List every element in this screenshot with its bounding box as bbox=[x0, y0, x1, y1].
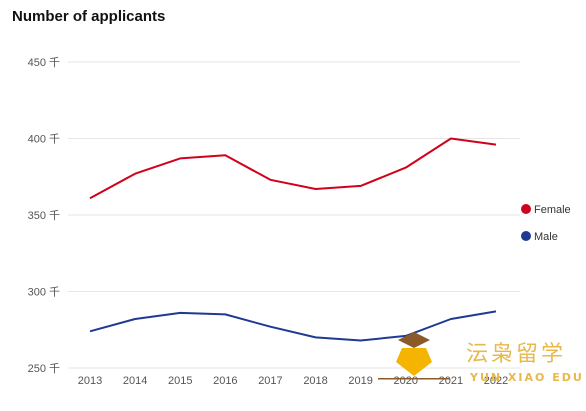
x-tick-label: 2017 bbox=[258, 375, 282, 387]
legend-label-male: Male bbox=[534, 231, 558, 243]
y-axis-ticks: 250 千 300 千 350 千 400 千 450 千 bbox=[28, 56, 60, 375]
logo-underline bbox=[378, 378, 450, 380]
series-line-female bbox=[89, 137, 497, 200]
legend-marker-female bbox=[521, 204, 531, 214]
y-tick-label: 450 千 bbox=[28, 56, 60, 69]
x-tick-label: 2022 bbox=[484, 375, 508, 387]
watermark-logo: 沄枭留学 YUN XIAO EDU bbox=[378, 332, 584, 384]
x-tick-label: 2013 bbox=[78, 375, 102, 387]
x-tick-label: 2014 bbox=[123, 375, 147, 387]
x-axis-ticks: 2013 2014 2015 2016 2017 2018 2019 2020 2021 2022 bbox=[78, 375, 508, 387]
mortarboard-icon bbox=[398, 332, 430, 348]
y-tick-label: 400 千 bbox=[28, 133, 60, 146]
logo-emblem-icon bbox=[396, 348, 432, 376]
series-line-male bbox=[89, 310, 497, 342]
watermark-chinese-text: 沄枭留学 bbox=[466, 342, 566, 367]
x-tick-label: 2015 bbox=[168, 375, 192, 387]
x-tick-label: 2016 bbox=[213, 375, 237, 387]
x-tick-label: 2019 bbox=[348, 375, 372, 387]
y-tick-label: 250 千 bbox=[28, 362, 60, 375]
x-tick-label: 2018 bbox=[303, 375, 327, 387]
x-tick-label: 2020 bbox=[394, 375, 418, 387]
x-tick-label: 2021 bbox=[439, 375, 463, 387]
legend[interactable]: Female Male bbox=[521, 204, 571, 243]
chart-title: Number of applicants bbox=[12, 8, 166, 25]
y-tick-label: 350 千 bbox=[28, 209, 60, 222]
watermark-english-text: YUN XIAO EDU bbox=[469, 371, 584, 384]
gridlines bbox=[68, 61, 520, 369]
series-lines bbox=[89, 137, 497, 342]
legend-label-female: Female bbox=[534, 204, 571, 216]
y-tick-label: 300 千 bbox=[28, 286, 60, 299]
legend-marker-male bbox=[521, 231, 531, 241]
